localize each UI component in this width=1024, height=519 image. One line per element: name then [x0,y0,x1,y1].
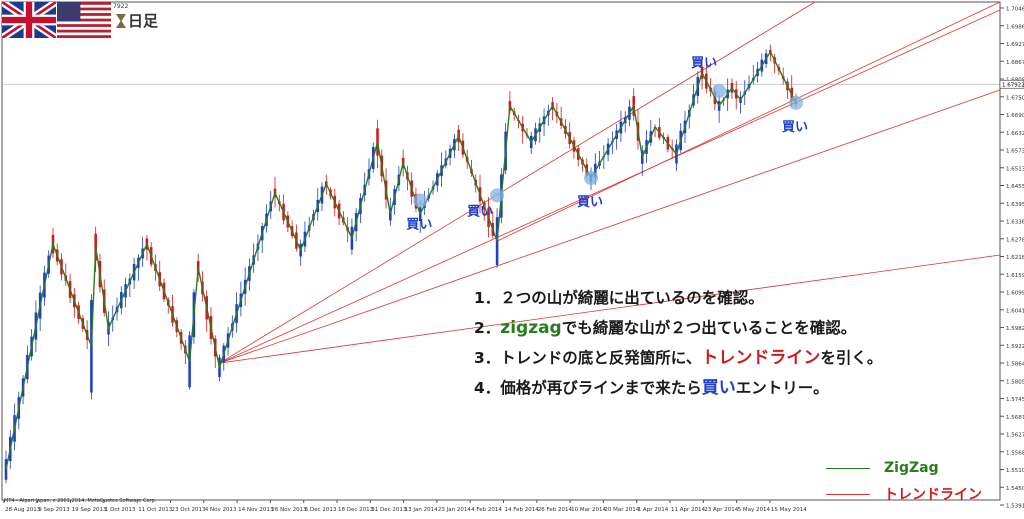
note-4: 4．価格が再びラインまで来たら買いエントリー。 [474,378,829,398]
buy-label: 買い [406,218,432,233]
y-tick-label: 1.59825 [1006,326,1024,332]
buy-point-marker [712,83,727,98]
y-tick-label: 1.62180 [1006,255,1024,261]
hourglass-icon [116,14,126,28]
zigzag-line [5,50,797,470]
x-tick-label: 14 Feb 2014 [505,507,540,513]
x-tick-label: 14 Nov 2013 [238,507,274,513]
buy-point-marker [413,193,428,208]
trendline [219,89,1001,364]
y-tick-label: 1.63950 [1006,202,1024,208]
x-tick-label: 20 Mar 2014 [604,507,639,513]
y-tick-label: 1.54500 [1006,486,1024,492]
x-tick-label: 5 May 2014 [738,507,771,513]
trendline [219,1,816,364]
y-tick-label: 1.62780 [1006,237,1024,243]
y-tick-label: 1.58055 [1006,379,1024,385]
trendline [219,254,1001,364]
candle-body [4,459,8,480]
legend-zigzag-label: ZigZag [884,460,939,476]
legend-trend-swatch [826,493,870,495]
us-flag-icon [57,2,111,42]
y-tick-label: 1.60995 [1006,291,1024,297]
current-price-label: 1.67922 [1002,83,1024,89]
x-tick-label: 13 Jan 2014 [405,507,438,513]
note-1: 1．２つの山が綺麗に出ているのを確認。 [474,289,764,307]
y-tick-label: 1.66905 [1006,113,1024,119]
note-3: 3．トレンドの底と反発箇所に、トレンドラインを引く。 [474,348,883,368]
x-tick-label: 9 Sep 2013 [38,507,70,513]
credit-text: MT4 - Alpari Japan, c 2001-2014, MetaQuo… [4,498,157,504]
y-tick-label: 1.56270 [1006,433,1024,439]
current-price-box [999,79,1024,89]
timeframe-label: 日足 [116,10,158,31]
uk-flag-icon [0,0,58,42]
y-tick-label: 1.70460 [1006,7,1024,13]
x-tick-label: 18 Dec 2013 [338,507,374,513]
y-tick-label: 1.55685 [1006,450,1024,456]
legend-trend-label: トレンドライン [884,487,982,503]
y-tick-label: 1.53915 [1006,504,1024,510]
header-price-readout: 7922 [113,3,129,10]
x-tick-label: 11 Oct 2013 [138,507,173,513]
x-tick-label: 4 Feb 2014 [471,507,502,513]
instruction-notes: 1．２つの山が綺麗に出ているのを確認。 2．zigzagでも綺麗な山が２つ出てい… [474,283,882,403]
buy-label: 買い [691,56,717,71]
trendline [496,1,1001,242]
x-tick-label: 11 Apr 2014 [671,507,706,513]
x-tick-label: 23 Jan 2014 [438,507,471,513]
chart-legend: ZigZag トレンドライン [826,455,982,507]
x-tick-label: 28 Aug 2013 [5,507,41,513]
x-tick-label: 1 Apr 2014 [638,507,669,513]
y-tick-label: 1.55100 [1006,468,1024,474]
x-tick-label: 6 Dec 2013 [305,507,337,513]
y-tick-label: 1.63365 [1006,220,1024,226]
y-tick-label: 1.60410 [1006,308,1024,314]
legend-zigzag-swatch [826,467,870,469]
y-tick-label: 1.65135 [1006,166,1024,172]
x-tick-label: 1 Oct 2013 [105,507,136,513]
buy-point-marker [490,188,505,203]
buy-point-marker [584,171,599,186]
buy-label: 買い [782,120,808,135]
y-tick-label: 1.64550 [1006,184,1024,190]
note-2: 2．zigzagでも綺麗な山が２つ出ていることを確認。 [474,318,857,338]
x-tick-label: 26 Feb 2014 [538,507,573,513]
x-tick-label: 15 May 2014 [771,507,807,513]
x-tick-label: 26 Nov 2013 [271,507,307,513]
y-tick-label: 1.59225 [1006,344,1024,350]
legend-trendline: トレンドライン [826,481,982,507]
buy-label: 買い [467,204,493,219]
y-tick-label: 1.68675 [1006,60,1024,66]
y-tick-label: 1.69275 [1006,42,1024,48]
x-tick-label: 23 Apr 2014 [704,507,739,513]
buy-label: 買い [577,195,603,210]
x-tick-label: 31 Dec 2013 [371,507,407,513]
y-tick-label: 1.56870 [1006,415,1024,421]
buy-point-marker [789,95,803,110]
y-tick-label: 1.58640 [1006,362,1024,368]
plot-frame [1,1,1001,501]
x-tick-label: 19 Sep 2013 [72,507,107,513]
y-tick-label: 1.66320 [1006,131,1024,137]
trendline [219,9,1001,364]
y-tick-label: 1.69860 [1006,24,1024,30]
y-tick-label: 1.67505 [1006,95,1024,101]
legend-zigzag: ZigZag [826,455,982,481]
x-tick-label: 10 Mar 2014 [571,507,606,513]
y-tick-label: 1.65735 [1006,149,1024,155]
x-tick-label: 4 Nov 2013 [205,507,237,513]
y-tick-label: 1.61595 [1006,273,1024,279]
y-tick-label: 1.57455 [1006,397,1024,403]
x-tick-label: 23 Oct 2013 [172,507,207,513]
